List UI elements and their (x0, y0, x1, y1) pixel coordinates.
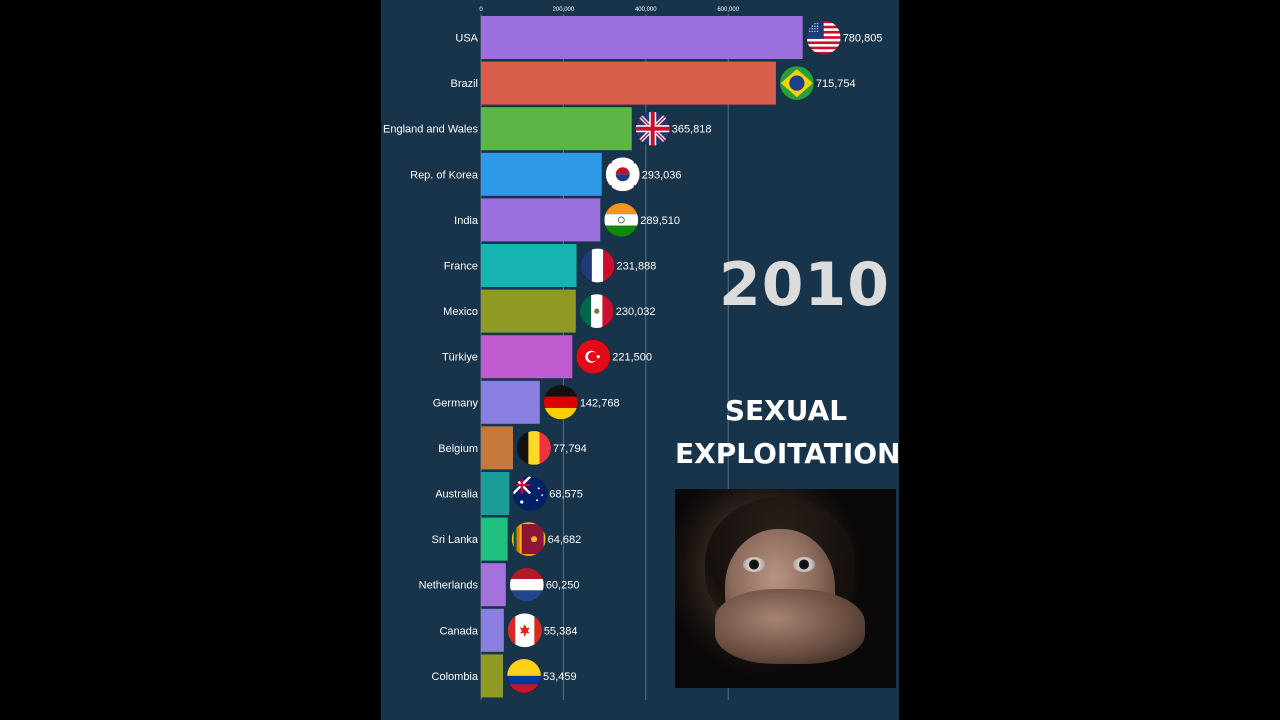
photo-hand (715, 589, 865, 664)
category-label: USA (455, 33, 478, 45)
title-line-2: EXPLOITATION (675, 437, 901, 470)
x-tick-label: 0 (479, 7, 483, 13)
value-label: 142,768 (580, 397, 620, 409)
photo-right-eye (793, 557, 815, 572)
mx-flag-icon (579, 293, 615, 329)
value-label: 780,805 (843, 33, 883, 45)
fr-flag-icon (580, 248, 615, 283)
crying-child-photo (675, 489, 896, 688)
category-label: Sri Lanka (432, 534, 479, 546)
category-label: India (454, 215, 479, 227)
category-label: Canada (439, 625, 478, 637)
bar (481, 61, 776, 105)
bar (481, 16, 803, 59)
value-label: 60,250 (546, 580, 580, 592)
us-flag-icon (806, 20, 841, 55)
bar (481, 107, 632, 151)
ca-flag-icon (507, 612, 543, 648)
value-label: 55,384 (544, 625, 578, 637)
category-label: Brazil (450, 78, 478, 90)
bar (481, 654, 504, 698)
category-label: Australia (435, 489, 479, 501)
category-label: France (444, 261, 478, 273)
x-tick-label: 200,000 (553, 7, 575, 13)
tr-flag-icon (575, 339, 611, 375)
category-label: Türkiye (442, 352, 478, 364)
bar (481, 244, 577, 287)
category-label: England and Wales (383, 124, 478, 136)
x-tick-label: 600,000 (717, 7, 739, 13)
bar (481, 426, 514, 470)
x-tick-label: 400,000 (635, 7, 657, 13)
nl-flag-icon (509, 567, 545, 603)
be-flag-icon (516, 430, 552, 466)
lk-flag-icon (511, 521, 546, 557)
bar (481, 563, 506, 607)
category-label: Netherlands (419, 580, 479, 592)
value-label: 230,032 (616, 306, 656, 318)
br-flag-icon (779, 65, 815, 101)
in-flag-icon (603, 202, 639, 238)
value-label: 53,459 (543, 671, 577, 683)
bar (481, 152, 602, 196)
bar (481, 198, 601, 242)
value-label: 221,500 (612, 352, 652, 364)
bar (481, 289, 576, 333)
bar (481, 335, 573, 379)
gb-flag-icon (635, 111, 671, 146)
value-label: 365,818 (672, 124, 712, 136)
category-label: Belgium (438, 443, 478, 455)
de-flag-icon (543, 384, 579, 420)
bar (481, 517, 508, 561)
value-label: 64,682 (548, 534, 582, 546)
value-label: 68,575 (549, 489, 583, 501)
category-label: Rep. of Korea (410, 169, 479, 181)
value-label: 293,036 (642, 169, 682, 181)
category-label: Germany (433, 397, 479, 409)
value-label: 77,794 (553, 443, 587, 455)
bar (481, 380, 540, 424)
bar (481, 608, 504, 652)
category-label: Mexico (443, 306, 478, 318)
co-flag-icon (506, 658, 542, 694)
kr-flag-icon (605, 157, 641, 192)
title-line-1: SEXUAL (724, 394, 848, 427)
value-label: 231,888 (617, 261, 657, 273)
year-label: 2010 (719, 250, 890, 320)
au-flag-icon (512, 476, 548, 511)
photo-left-eye (743, 557, 765, 572)
bar (481, 472, 510, 515)
category-label: Colombia (432, 671, 479, 683)
value-label: 715,754 (816, 78, 856, 90)
value-label: 289,510 (640, 215, 680, 227)
